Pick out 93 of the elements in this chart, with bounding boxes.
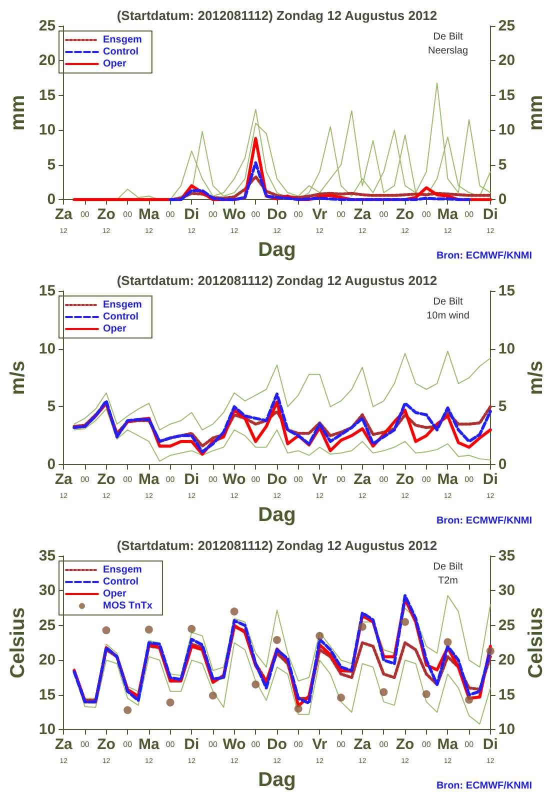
x-axis-title: Dag xyxy=(258,504,296,526)
y2-axis-title: Celsius xyxy=(525,607,547,678)
annotation: De Bilt xyxy=(433,32,463,42)
x-tick-label: 00 xyxy=(379,475,389,484)
legend-label: Oper xyxy=(103,324,126,334)
y-tick-label: 20 xyxy=(38,652,56,669)
legend-label: Oper xyxy=(103,588,126,600)
y2-axis-title: mm xyxy=(525,95,547,131)
x-tick-label: 00 xyxy=(294,475,304,484)
x-axis-title: Dag xyxy=(258,239,296,261)
y-tick-label: 0 xyxy=(47,191,56,208)
y-tick-label: 10 xyxy=(38,340,56,358)
y-axis-title: m/s xyxy=(7,360,29,396)
text: Bron: ECMWF/KNMI xyxy=(436,250,532,262)
x-tick-label: 00 xyxy=(464,475,474,484)
y2-tick-label: 20 xyxy=(498,652,516,669)
x-tick-label: 00 xyxy=(336,210,346,220)
x-tick-label: 00 xyxy=(422,475,432,484)
y2-tick-label: 10 xyxy=(498,721,516,738)
y-tick-label: 20 xyxy=(38,52,56,70)
y-tick-label: 5 xyxy=(47,398,56,416)
y-tick-label: 10 xyxy=(38,721,56,738)
y-tick-label: 10 xyxy=(38,122,56,139)
y2-tick-label: 20 xyxy=(498,52,516,70)
x-tick-label: 00 xyxy=(123,210,133,220)
y-tick-label: 0 xyxy=(47,456,56,474)
y-tick-label: 15 xyxy=(38,686,56,704)
y2-tick-label: 10 xyxy=(498,340,516,358)
y-axis-title: mm xyxy=(7,95,29,131)
text: Bron: ECMWF/KNMI xyxy=(436,780,532,792)
y2-tick-label: 10 xyxy=(498,122,516,139)
x-tick-label: 00 xyxy=(123,740,133,750)
x-tick-label: 00 xyxy=(166,475,176,484)
y-tick-label: 25 xyxy=(38,18,56,34)
legend-label: Ensgem xyxy=(103,564,142,576)
y2-tick-label: 5 xyxy=(498,156,507,174)
y2-tick-label: 0 xyxy=(498,191,507,208)
x-tick-label: 00 xyxy=(464,740,474,750)
text: Bron: ECMWF/KNMI xyxy=(436,516,532,526)
legend-label: MOS TnTx xyxy=(103,600,153,612)
x-tick-label: 00 xyxy=(379,740,389,750)
x-tick-label: 00 xyxy=(336,475,346,484)
x-tick-label: 00 xyxy=(208,475,218,484)
x-tick-label: 00 xyxy=(422,210,432,220)
x-tick-label: 00 xyxy=(464,210,474,220)
chart-title: (Startdatum: 2012081112) Zondag 12 Augustus 2012 xyxy=(116,273,438,288)
chart-title: (Startdatum: 2012081112) Zondag 12 Augustus 2012 xyxy=(116,538,438,553)
y-tick-label: 25 xyxy=(38,616,56,634)
y-tick-label: 35 xyxy=(38,548,56,564)
x-tick-label: 00 xyxy=(208,210,218,220)
y2-tick-label: 5 xyxy=(498,398,507,416)
x-tick-label: 00 xyxy=(208,740,218,750)
x-tick-label: 00 xyxy=(80,740,90,750)
y-tick-label: 15 xyxy=(38,86,56,104)
y2-axis-title: m/s xyxy=(525,360,547,396)
y2-tick-label: 15 xyxy=(498,86,516,104)
y-tick-label: 15 xyxy=(38,282,56,300)
y2-tick-label: 25 xyxy=(498,616,516,634)
x-tick-label: 00 xyxy=(166,210,176,220)
x-tick-label: 00 xyxy=(336,740,346,750)
x-tick-label: 00 xyxy=(123,475,133,484)
x-tick-label: 00 xyxy=(251,475,261,484)
x-tick-label: 00 xyxy=(80,475,90,484)
x-tick-label: 00 xyxy=(379,210,389,220)
y-tick-label: 5 xyxy=(47,156,56,174)
annotation: De Bilt xyxy=(433,296,463,308)
x-tick-label: 00 xyxy=(251,210,261,220)
x-tick-label: 00 xyxy=(294,210,304,220)
legend-label: Oper xyxy=(103,58,126,70)
x-tick-label: 00 xyxy=(294,740,304,750)
annotation: De Bilt xyxy=(433,562,463,572)
x-tick-label: 00 xyxy=(80,210,90,220)
annotation: Neerslag xyxy=(428,46,468,56)
y2-tick-label: 0 xyxy=(498,456,507,474)
y2-tick-label: 30 xyxy=(498,582,516,600)
legend-label: Control xyxy=(103,312,139,322)
x-axis-title: Dag xyxy=(258,769,296,791)
x-tick-label: 00 xyxy=(251,740,261,750)
y-axis-title: Celsius xyxy=(7,607,29,678)
y2-tick-label: 35 xyxy=(498,548,516,564)
x-tick-label: 00 xyxy=(422,740,432,750)
y2-tick-label: 25 xyxy=(498,18,516,34)
x-tick-label: 00 xyxy=(166,740,176,750)
y2-tick-label: 15 xyxy=(498,282,516,300)
legend-label: Ensgem xyxy=(103,300,142,310)
annotation: 10m wind xyxy=(426,310,470,322)
legend-label: Ensgem xyxy=(103,34,142,46)
annotation: T2m xyxy=(438,576,458,586)
legend-label: Control xyxy=(103,46,139,58)
chart-title: (Startdatum: 2012081112) Zondag 12 Augustus 2012 xyxy=(116,8,438,23)
y2-tick-label: 15 xyxy=(498,686,516,704)
legend-label: Control xyxy=(103,576,139,588)
y-tick-label: 30 xyxy=(38,582,56,600)
